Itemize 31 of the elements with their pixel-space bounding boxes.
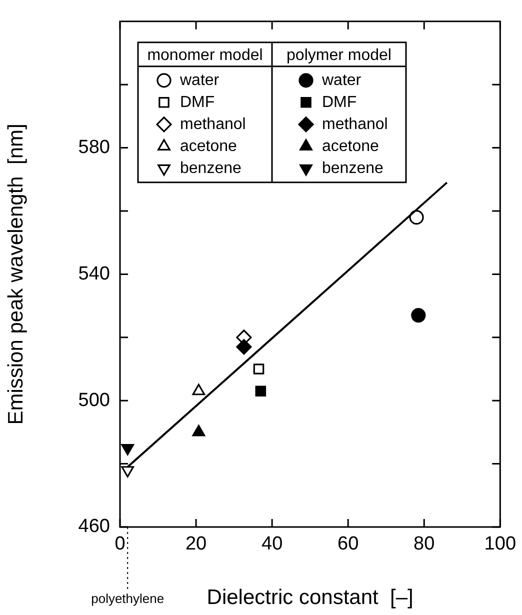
annotation: monomer model [147, 46, 263, 64]
x-tick-label: 60 [338, 534, 359, 555]
point [121, 444, 134, 456]
point [253, 364, 264, 374]
x-tick-label: 40 [261, 534, 283, 555]
x-axis-title: Dielectric constant [–] [206, 586, 414, 610]
legend-label: benzene [322, 160, 384, 177]
x-tick-label: 100 [484, 534, 516, 555]
legend-label: acetone [180, 138, 238, 155]
y-tick-label: 580 [78, 137, 110, 158]
y-tick-label: 460 [78, 516, 110, 538]
legend-label: DMF [180, 94, 215, 111]
ref-line-label: polyethylene [91, 591, 164, 606]
y-axis-title: Emission peak wavelength [nm] [4, 124, 28, 425]
legend-label: acetone [322, 138, 380, 155]
x-tick-label: 80 [414, 534, 435, 555]
legend-label: water [179, 72, 220, 89]
x-tick-label: 0 [114, 534, 126, 555]
point [409, 210, 424, 225]
annotation: polymer model [286, 46, 392, 64]
legend-label: methanol [322, 116, 388, 133]
legend-label: water [321, 72, 362, 89]
legend-label: benzene [180, 160, 242, 177]
legend-label: DMF [322, 94, 357, 111]
point [411, 308, 426, 323]
point [121, 466, 134, 478]
point [255, 386, 266, 397]
x-tick-label: 20 [185, 534, 207, 555]
y-tick-label: 500 [78, 390, 110, 411]
legend-label: methanol [180, 116, 246, 133]
y-tick-label: 540 [78, 263, 110, 284]
